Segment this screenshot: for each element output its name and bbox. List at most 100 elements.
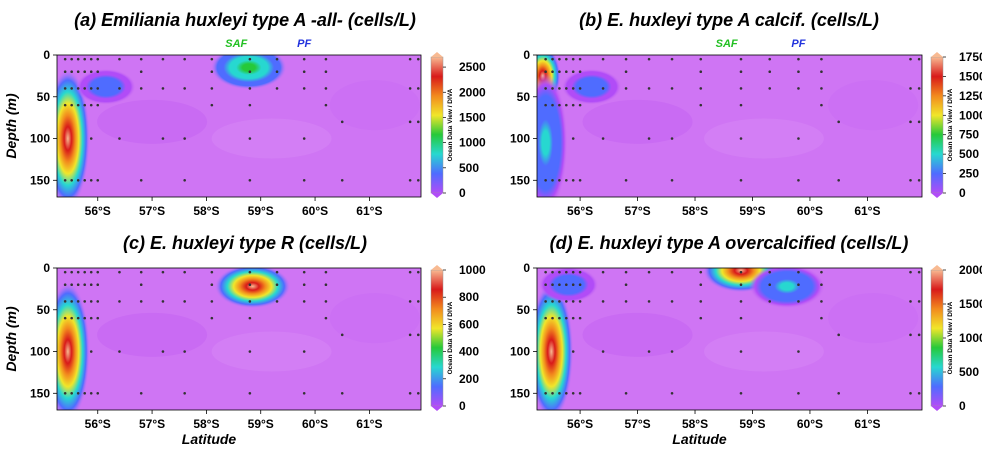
sample-point (571, 137, 575, 140)
sample-point (558, 70, 561, 74)
field-patch (828, 80, 919, 131)
data-feature (538, 268, 599, 303)
sample-point (248, 350, 252, 353)
sample-point (89, 178, 93, 182)
sample-point (578, 70, 582, 74)
x-tick-label: 57°S (139, 417, 165, 431)
sample-point (324, 70, 328, 74)
sample-point (248, 283, 252, 287)
sample-point (340, 120, 344, 124)
field-patch (703, 118, 824, 159)
sample-point (70, 57, 73, 61)
plot-area (57, 55, 421, 197)
data-feature (748, 268, 825, 309)
sample-point (183, 87, 186, 90)
sample-point (248, 57, 252, 61)
x-tick-label: 60°S (797, 417, 823, 431)
sample-point (739, 270, 743, 274)
sample-point (210, 103, 214, 107)
sample-point (161, 270, 165, 274)
panel-d: (d) E. huxleyi type A overcalcified (cel… (510, 233, 982, 447)
sample-point (578, 316, 582, 320)
sample-point (89, 300, 93, 303)
plot-area (57, 268, 421, 410)
sample-point (909, 333, 912, 337)
sample-point (248, 391, 252, 395)
sample-point (797, 283, 800, 287)
sample-point (83, 103, 87, 107)
sample-point (578, 103, 582, 107)
sample-point (917, 120, 921, 124)
sample-point (578, 270, 582, 274)
sample-point (139, 87, 143, 90)
sample-point (739, 178, 743, 182)
sample-point (551, 300, 554, 303)
sample-point (917, 57, 921, 61)
sample-point (558, 103, 561, 107)
sample-point (551, 103, 554, 107)
sample-point (89, 70, 93, 74)
plot-frame (536, 54, 923, 198)
sample-point (248, 137, 252, 140)
y-tick-label: 150 (510, 173, 530, 187)
sample-point (83, 300, 87, 303)
sample-point (578, 57, 582, 61)
sample-point (210, 283, 214, 287)
sample-point (210, 57, 214, 61)
y-tick-label: 0 (43, 48, 50, 62)
data-feature (537, 72, 568, 197)
sample-point (96, 103, 100, 107)
sample-point (647, 270, 651, 274)
sample-point (248, 103, 252, 107)
sample-point (83, 391, 87, 395)
sample-point (601, 270, 605, 274)
sample-point (647, 87, 651, 90)
x-axis-label: Latitude (672, 431, 727, 447)
data-feature (210, 55, 287, 90)
colorbar-cap-top (931, 265, 943, 270)
sample-point (118, 57, 121, 61)
colorbar-tick-label: 200 (459, 372, 479, 386)
sample-point (76, 316, 80, 320)
sample-point (83, 316, 87, 320)
sample-point (820, 57, 823, 61)
sample-point (210, 87, 214, 90)
sample-point (248, 178, 252, 182)
sample-point (797, 178, 800, 182)
sample-point (96, 87, 100, 90)
sample-point (768, 70, 772, 74)
sample-point (70, 70, 73, 74)
sample-point (70, 391, 73, 395)
y-tick-label: 150 (30, 386, 50, 400)
colorbar-tick-label: 0 (959, 186, 966, 200)
sample-point (565, 178, 568, 182)
sample-point (909, 300, 912, 303)
front-label-saf: SAF (716, 38, 738, 50)
sample-point (909, 270, 912, 274)
x-tick-label: 56°S (567, 417, 593, 431)
sample-point (601, 57, 605, 61)
sample-point (558, 300, 561, 303)
x-tick-label: 61°S (854, 417, 880, 431)
sample-point (578, 178, 582, 182)
sample-point (544, 300, 547, 303)
x-tick-label: 57°S (624, 204, 650, 218)
data-feature (57, 68, 90, 197)
sample-point (565, 270, 568, 274)
x-tick-label: 57°S (139, 204, 165, 218)
sample-point (837, 391, 840, 395)
sample-point (324, 316, 328, 320)
field-patch (329, 80, 420, 131)
sample-point (96, 316, 100, 320)
sample-point (76, 300, 80, 303)
sample-point (768, 270, 772, 274)
sample-point (544, 70, 547, 74)
colorbar-cap-bottom (431, 193, 443, 198)
data-feature (57, 281, 90, 410)
sample-point (416, 300, 420, 303)
sample-point (416, 391, 420, 395)
sample-point (324, 300, 328, 303)
sample-point (739, 87, 743, 90)
x-tick-label: 59°S (248, 417, 274, 431)
sample-point (302, 350, 306, 353)
